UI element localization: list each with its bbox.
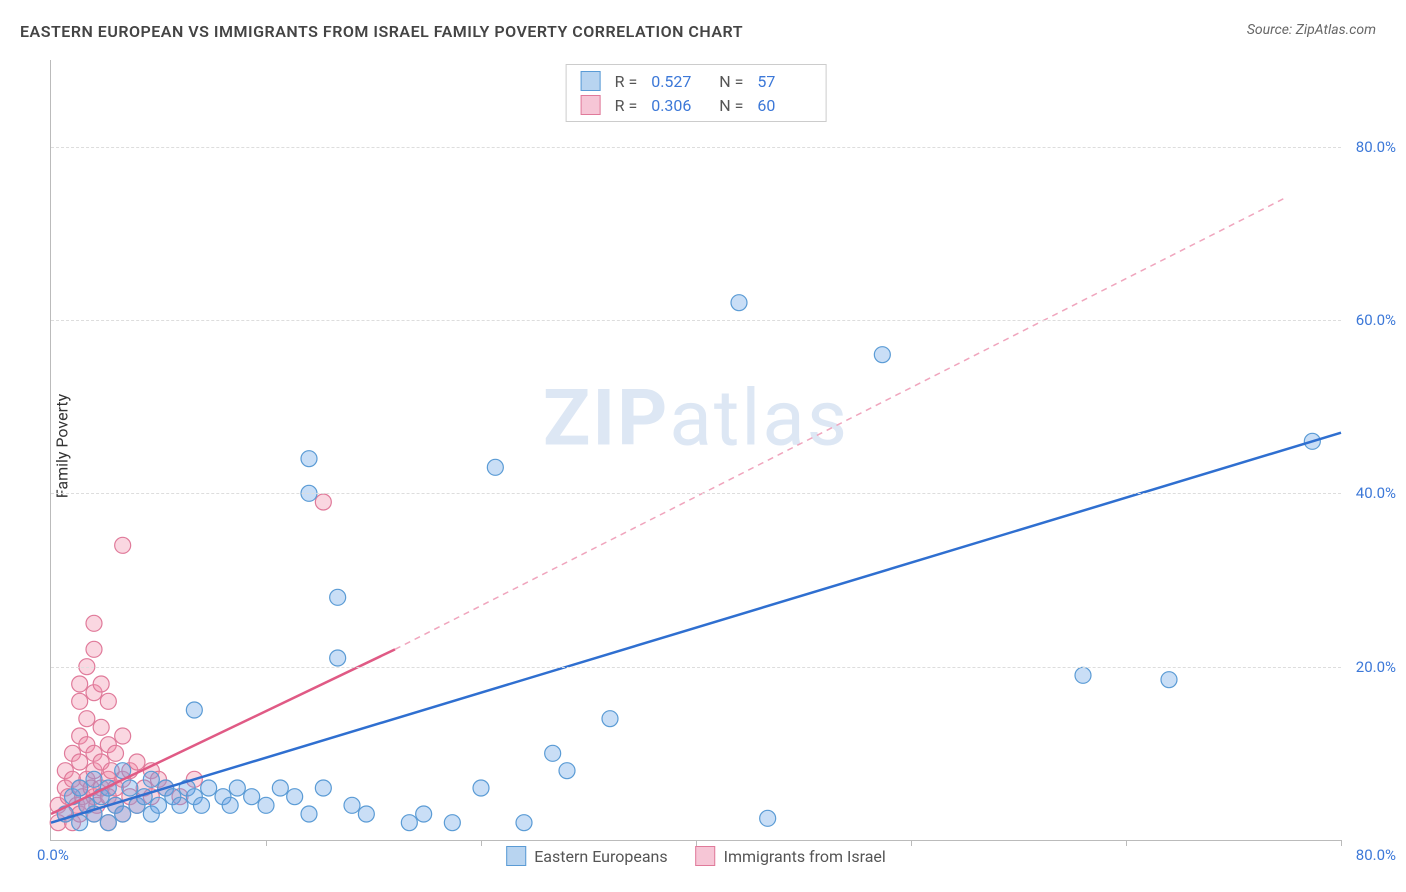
legend-swatch-1	[506, 846, 526, 866]
data-point	[115, 537, 131, 553]
chart-title: EASTERN EUROPEAN VS IMMIGRANTS FROM ISRA…	[20, 22, 743, 41]
data-point	[115, 806, 131, 822]
data-point	[93, 676, 109, 692]
data-point	[201, 780, 217, 796]
data-point	[79, 711, 95, 727]
data-point	[72, 815, 88, 831]
data-point	[487, 459, 503, 475]
legend-label-1: Eastern Europeans	[534, 847, 667, 866]
data-point	[115, 728, 131, 744]
data-point	[760, 810, 776, 826]
data-point	[86, 641, 102, 657]
ytick-label: 80.0%	[1356, 138, 1396, 156]
legend-item-series1: Eastern Europeans	[506, 846, 667, 866]
data-point	[330, 650, 346, 666]
data-point	[108, 745, 124, 761]
gridline	[51, 493, 1341, 494]
data-point	[86, 771, 102, 787]
data-point	[287, 789, 303, 805]
data-point	[602, 711, 618, 727]
source-attribution: Source: ZipAtlas.com	[1247, 22, 1376, 38]
data-point	[100, 693, 116, 709]
data-point	[416, 806, 432, 822]
legend: Eastern Europeans Immigrants from Israel	[506, 846, 886, 866]
data-point	[258, 797, 274, 813]
data-point	[143, 771, 159, 787]
data-point	[194, 797, 210, 813]
gridline	[51, 667, 1341, 668]
data-point	[401, 815, 417, 831]
data-point	[72, 676, 88, 692]
data-point	[222, 797, 238, 813]
data-point	[72, 780, 88, 796]
x-origin-label: 0.0%	[37, 846, 69, 864]
data-point	[151, 797, 167, 813]
plot-svg	[51, 60, 1341, 840]
xtick	[696, 840, 697, 846]
xtick	[911, 840, 912, 846]
data-point	[344, 797, 360, 813]
ytick-label: 20.0%	[1356, 658, 1396, 676]
xtick	[481, 840, 482, 846]
data-point	[86, 615, 102, 631]
xtick	[1341, 840, 1342, 846]
data-point	[315, 494, 331, 510]
data-point	[473, 780, 489, 796]
gridline	[51, 320, 1341, 321]
data-point	[330, 589, 346, 605]
data-point	[272, 780, 288, 796]
trend-line	[51, 433, 1341, 823]
data-point	[72, 693, 88, 709]
data-point	[172, 797, 188, 813]
data-point	[301, 806, 317, 822]
plot-area: ZIPatlas R = 0.527 N = 57 R = 0.306 N = …	[50, 60, 1341, 841]
data-point	[358, 806, 374, 822]
legend-label-2: Immigrants from Israel	[724, 847, 886, 866]
data-point	[186, 702, 202, 718]
data-point	[244, 789, 260, 805]
data-point	[731, 295, 747, 311]
ytick-label: 40.0%	[1356, 484, 1396, 502]
data-point	[444, 815, 460, 831]
data-point	[874, 347, 890, 363]
data-point	[1075, 667, 1091, 683]
legend-swatch-2	[696, 846, 716, 866]
data-point	[516, 815, 532, 831]
data-point	[315, 780, 331, 796]
data-point	[72, 754, 88, 770]
data-point	[301, 451, 317, 467]
data-point	[100, 815, 116, 831]
data-point	[229, 780, 245, 796]
data-point	[93, 719, 109, 735]
gridline	[51, 147, 1341, 148]
data-point	[1161, 672, 1177, 688]
xtick	[1126, 840, 1127, 846]
legend-item-series2: Immigrants from Israel	[696, 846, 886, 866]
trend-line	[395, 199, 1284, 650]
ytick-label: 60.0%	[1356, 311, 1396, 329]
data-point	[545, 745, 561, 761]
x-end-label: 80.0%	[1356, 846, 1396, 864]
data-point	[122, 780, 138, 796]
data-point	[129, 754, 145, 770]
xtick	[266, 840, 267, 846]
data-point	[559, 763, 575, 779]
